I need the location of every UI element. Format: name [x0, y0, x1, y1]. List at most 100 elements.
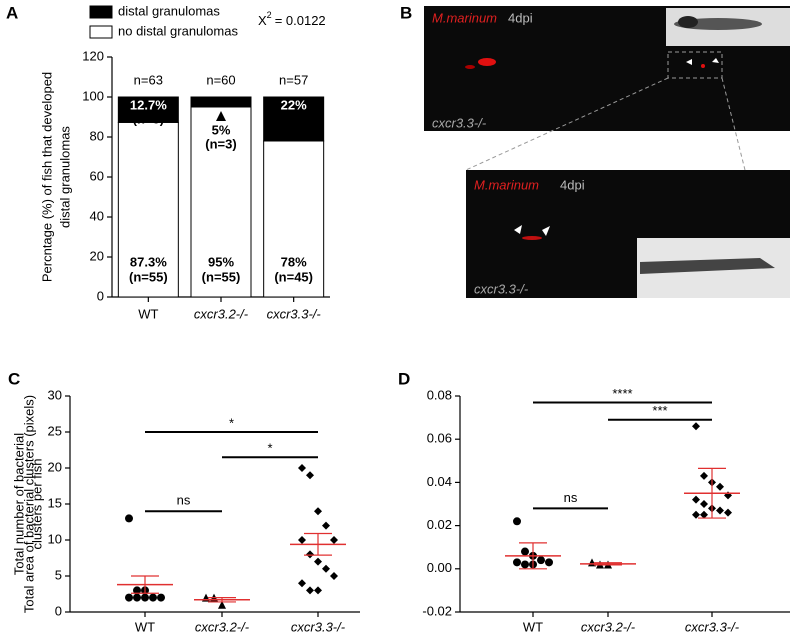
significance-label: ns: [564, 490, 578, 505]
y-axis-label: distal granulomas: [57, 126, 72, 228]
data-point: [322, 564, 330, 573]
y-tick-label: 0: [97, 288, 104, 303]
data-point: [513, 517, 521, 526]
y-tick-label: 15: [48, 495, 62, 510]
data-point: [141, 593, 149, 602]
data-point: [724, 508, 732, 517]
data-point: [306, 586, 314, 595]
data-point: [125, 514, 133, 523]
data-point: [513, 558, 521, 567]
x-tick-label: cxcr3.3-/-: [685, 619, 740, 633]
time-label: 4dpi: [508, 10, 533, 25]
genotype-label: cxcr3.3-/-: [432, 115, 487, 130]
significance-label: *: [267, 441, 272, 456]
data-point: [314, 557, 322, 566]
data-point: [521, 560, 529, 569]
panel-letter: D: [398, 369, 410, 388]
total-label: n=60: [206, 72, 235, 87]
x-tick-label: cxcr3.2-/-: [581, 619, 636, 633]
bar-segment: [263, 140, 325, 298]
data-point: [322, 521, 330, 530]
data-point: [521, 547, 529, 556]
x-tick-label: cxcr3.3-/-: [267, 306, 322, 321]
value-label: 5%: [212, 122, 231, 137]
value-label: 95%: [208, 254, 234, 269]
data-point: [149, 593, 157, 602]
panel-letter: C: [8, 369, 20, 388]
y-tick-label: 60: [90, 168, 104, 183]
count-label: (n=3): [205, 136, 236, 151]
total-label: n=57: [279, 72, 308, 87]
data-point: [157, 593, 165, 602]
data-point: [716, 482, 724, 491]
bar-segment: [263, 96, 325, 142]
y-tick-label: 0.04: [427, 474, 452, 489]
data-point: [545, 558, 553, 567]
data-point: [306, 550, 314, 559]
y-tick-label: 0.08: [427, 387, 452, 402]
y-tick-label: 5: [55, 567, 62, 582]
time-label: 4dpi: [560, 177, 585, 192]
count-label: (n=12): [274, 111, 313, 126]
legend-label: no distal granulomas: [118, 23, 238, 38]
annotation-part: = 0.0122: [275, 13, 326, 28]
y-tick-label: 80: [90, 128, 104, 143]
y-tick-label: 30: [48, 387, 62, 402]
bar-segment: [190, 96, 252, 108]
y-axis-label: Total area of bacterial clusters (pixels…: [21, 395, 36, 613]
data-point: [125, 593, 133, 602]
y-tick-label: 0.02: [427, 517, 452, 532]
data-point: [537, 556, 545, 565]
x-tick-label: cxcr3.2-/-: [194, 306, 249, 321]
data-point: [700, 500, 708, 508]
micrograph-zoom: M.marinum 4dpi cxcr3.3-/-: [466, 170, 790, 298]
pointer: [216, 111, 226, 121]
value-label: 87.3%: [130, 254, 167, 269]
total-label: n=63: [134, 72, 163, 87]
count-label: (n=8): [133, 111, 164, 126]
count-label: (n=55): [129, 269, 168, 284]
y-axis-label: Percntage (%) of fish that developed: [39, 72, 54, 282]
bar-segment: [190, 106, 252, 298]
y-tick-label: 0.00: [427, 560, 452, 575]
y-axis-label: Total number of bacterial: [11, 433, 26, 575]
data-point: [306, 471, 314, 480]
count-label: (n=45): [274, 269, 313, 284]
annotation-part: 2: [267, 10, 272, 20]
significance-label: ns: [177, 493, 191, 508]
legend-swatch: [89, 5, 113, 19]
data-point: [298, 536, 306, 544]
y-tick-label: 20: [90, 248, 104, 263]
data-point: [298, 464, 306, 472]
data-point: [314, 507, 322, 516]
value-label: 22%: [281, 97, 307, 112]
genotype-label: cxcr3.3-/-: [474, 281, 529, 296]
bar-segment: [117, 96, 179, 123]
annotation-part: X: [258, 13, 267, 28]
value-label: 78%: [281, 254, 307, 269]
y-tick-label: -0.02: [422, 603, 452, 618]
x-tick-label: cxcr3.2-/-: [195, 619, 250, 633]
value-label: 12.7%: [130, 97, 167, 112]
panel-letter: B: [400, 3, 412, 22]
data-point: [716, 506, 724, 515]
data-point: [700, 471, 708, 480]
data-point: [218, 600, 226, 609]
y-tick-label: 25: [48, 423, 62, 438]
data-point: [700, 510, 708, 519]
data-point: [692, 495, 700, 504]
legend-label: distal granulomas: [118, 3, 220, 18]
significance-label: ***: [652, 403, 667, 418]
data-point: [330, 572, 338, 580]
y-tick-label: 120: [82, 48, 104, 63]
species-label: M.marinum: [474, 177, 539, 192]
count-label: (n=55): [202, 269, 241, 284]
x-tick-label: WT: [135, 619, 155, 633]
data-point: [692, 510, 700, 519]
data-point: [298, 579, 306, 588]
micrograph-top: M.marinum 4dpi cxcr3.3-/-: [424, 6, 790, 171]
data-point: [314, 586, 322, 595]
data-point: [692, 422, 700, 431]
panel-letter: A: [6, 3, 18, 22]
